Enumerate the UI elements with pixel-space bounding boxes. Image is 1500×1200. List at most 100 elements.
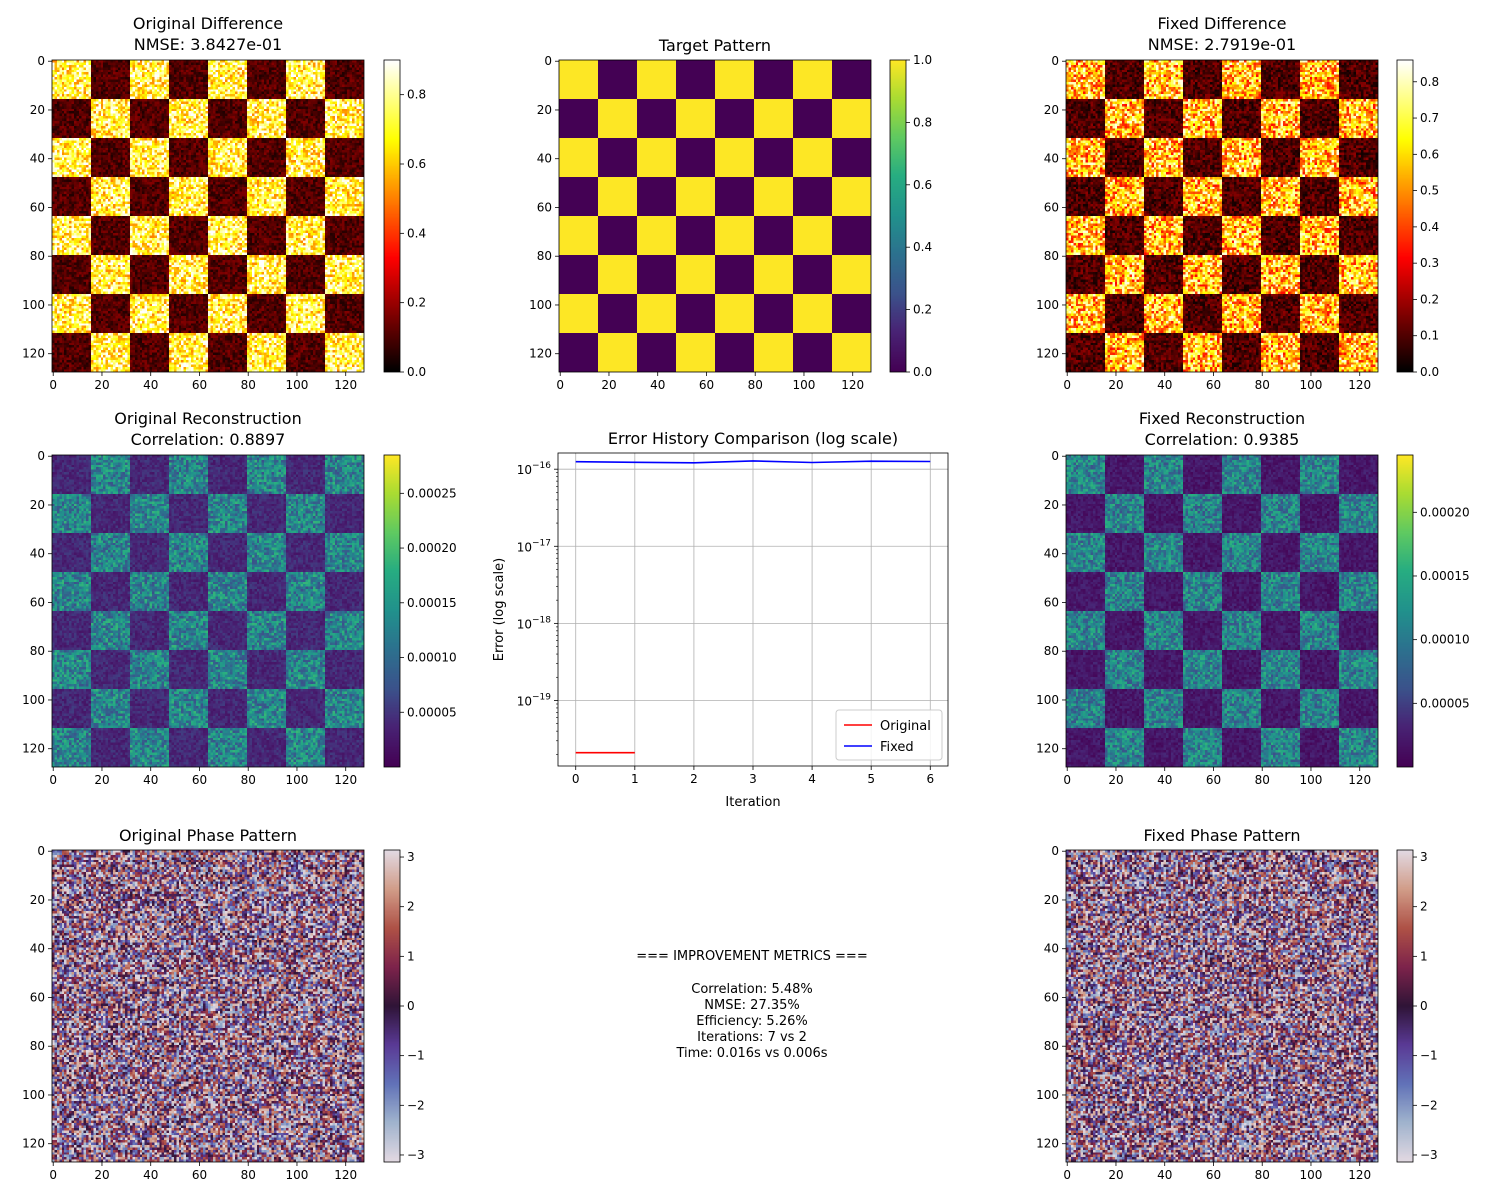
y-tick-label: 120	[22, 347, 45, 361]
x-tick-label: 0	[556, 378, 564, 392]
y-tick-label: 80	[1044, 249, 1059, 263]
chart-title: Target Pattern	[658, 36, 771, 55]
colorbar	[384, 455, 400, 767]
x-tick-label: 4	[808, 772, 816, 786]
y-tick-label: 120	[529, 347, 552, 361]
x-tick-label: 0	[49, 1168, 57, 1182]
metrics-line: Time: 0.016s vs 0.006s	[675, 1046, 827, 1061]
x-tick-label: 80	[241, 773, 256, 787]
colorbar-tick-label: 0.3	[1420, 256, 1439, 270]
colorbar-tick-label: 0.00020	[1420, 505, 1470, 519]
colorbar-tick-label: −2	[407, 1098, 425, 1112]
y-tick-label: 60	[30, 595, 45, 609]
y-tick-label: 40	[1044, 152, 1059, 166]
heatmap-image	[559, 60, 871, 372]
colorbar-tick-label: 0	[407, 999, 415, 1013]
heatmap-image	[52, 455, 364, 767]
y-tick-label: 120	[22, 742, 45, 756]
axes-frame	[1065, 849, 1379, 1163]
chart-title: Error History Comparison (log scale)	[608, 429, 898, 448]
x-tick-label: 40	[143, 378, 158, 392]
chart-subtitle: Correlation: 0.8897	[131, 430, 286, 449]
colorbar-tick-label: −2	[1420, 1098, 1438, 1112]
x-tick-label: 5	[867, 772, 875, 786]
colorbar-tick-label: 0.00010	[1420, 633, 1470, 647]
x-tick-label: 2	[690, 772, 698, 786]
y-tick-label: 0	[1051, 54, 1059, 68]
colorbar-tick-label: 0.4	[1420, 220, 1439, 234]
y-tick-label: 100	[22, 693, 45, 707]
heatmap-image	[1066, 60, 1378, 372]
y-tick-label: 40	[537, 152, 552, 166]
colorbar-tick-label: 0.0	[1420, 365, 1439, 379]
axes-frame	[51, 849, 365, 1163]
heatmap-target-pattern: Target Pattern 0 20 40 60 80 100 120 0 20 40 60 80 10…	[529, 36, 932, 392]
colorbar-tick-label: 0.8	[1420, 75, 1439, 89]
x-tick-label: 0	[1063, 773, 1071, 787]
x-tick-label: 0	[1063, 378, 1071, 392]
metrics-line: Efficiency: 5.26%	[696, 1014, 807, 1029]
x-tick-label: 40	[1157, 1168, 1172, 1182]
colorbar-tick-label: 0.00015	[1420, 569, 1470, 583]
chart-title: Original Reconstruction	[114, 409, 301, 428]
y-tick-label: 80	[1044, 1039, 1059, 1053]
colorbar	[1397, 60, 1413, 372]
chart-title: Fixed Reconstruction	[1139, 409, 1305, 428]
x-tick-label: 120	[334, 773, 357, 787]
axes-frame	[51, 59, 365, 373]
x-tick-label: 20	[94, 773, 109, 787]
x-tick-label: 120	[1348, 378, 1371, 392]
x-tick-label: 20	[1108, 1168, 1123, 1182]
y-tick-label: 80	[1044, 644, 1059, 658]
colorbar-tick-label: 0.1	[1420, 329, 1439, 343]
colorbar-tick-label: −3	[407, 1148, 425, 1162]
x-tick-label: 20	[94, 378, 109, 392]
x-tick-label: 80	[1255, 378, 1270, 392]
colorbar	[1397, 850, 1413, 1162]
chart-subtitle: NMSE: 2.7919e-01	[1148, 35, 1296, 54]
chart-title: Original Phase Pattern	[119, 826, 297, 845]
y-tick-label: 10−16	[517, 461, 552, 477]
y-tick-label: 40	[1044, 547, 1059, 561]
axes-frame	[557, 452, 949, 767]
axes-frame	[558, 59, 872, 373]
chart-title: Original Difference	[133, 14, 283, 33]
colorbar	[384, 60, 400, 372]
x-tick-label: 80	[1255, 773, 1270, 787]
colorbar-tick-label: 0.8	[407, 88, 426, 102]
colorbar-tick-label: 0.6	[407, 157, 426, 171]
colorbar-tick-label: 0.00005	[407, 705, 457, 719]
heatmap-original-difference-nmse-3-8427e-01: Original Difference NMSE: 3.8427e-01 0 20 40…	[22, 14, 426, 392]
y-tick-label: 60	[1044, 990, 1059, 1004]
colorbar-tick-label: 1.0	[913, 53, 932, 67]
heatmap-fixed-difference-nmse-2-7919e-01: Fixed Difference NMSE: 2.7919e-01 0 20 40 60 8…	[1036, 14, 1439, 392]
colorbar-tick-label: 0.4	[407, 226, 426, 240]
colorbar-tick-label: 0.00015	[407, 596, 457, 610]
y-tick-label: 10−18	[517, 615, 552, 631]
y-tick-label: 20	[30, 103, 45, 117]
colorbar-tick-label: 0.2	[407, 296, 426, 310]
colorbar	[384, 850, 400, 1162]
y-tick-label: 80	[537, 249, 552, 263]
y-tick-label: 20	[1044, 103, 1059, 117]
y-tick-label: 100	[529, 298, 552, 312]
y-tick-label: 60	[1044, 595, 1059, 609]
colorbar-tick-label: 0.2	[1420, 292, 1439, 306]
x-tick-label: 100	[286, 1168, 309, 1182]
colorbar-tick-label: 0.00020	[407, 541, 457, 555]
x-tick-label: 60	[1206, 378, 1221, 392]
y-tick-label: 40	[1044, 942, 1059, 956]
metrics-line: Iterations: 7 vs 2	[697, 1030, 807, 1045]
y-tick-label: 0	[544, 54, 552, 68]
colorbar-tick-label: −1	[407, 1049, 425, 1063]
x-axis-label: Iteration	[725, 795, 780, 810]
y-tick-label: 0	[37, 449, 45, 463]
y-tick-label: 20	[537, 103, 552, 117]
legend-box	[835, 709, 943, 761]
x-tick-label: 0	[1063, 1168, 1071, 1182]
x-tick-label: 0	[49, 773, 57, 787]
colorbar-tick-label: 2	[407, 900, 415, 914]
y-tick-label: 40	[30, 942, 45, 956]
